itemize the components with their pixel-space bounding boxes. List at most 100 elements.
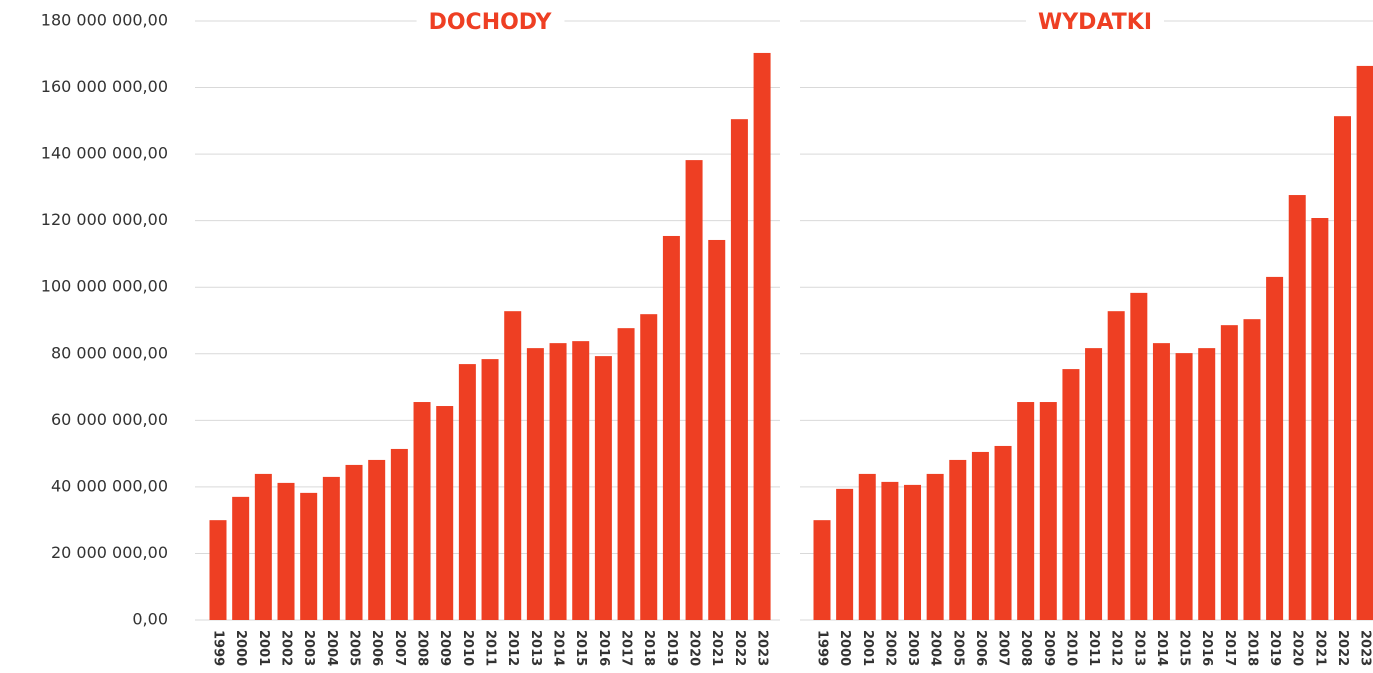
bar [345, 464, 363, 620]
bar [1356, 65, 1373, 621]
bar [685, 160, 703, 620]
bar [1333, 116, 1351, 621]
x-tick-label: 2004 [928, 630, 943, 666]
x-tick-label: 2006 [369, 630, 384, 666]
x-tick-label: 2021 [1312, 630, 1327, 666]
x-tick-label: 2005 [950, 630, 965, 666]
bar [813, 520, 831, 620]
x-tick-label: 2014 [551, 630, 566, 666]
bar [1311, 218, 1329, 620]
bar [617, 328, 635, 620]
bar [881, 481, 899, 620]
x-tick-label: 2012 [1109, 630, 1124, 666]
x-tick-label: 2002 [279, 630, 294, 666]
x-tick-label: 2020 [1290, 630, 1305, 666]
x-tick-label: 2010 [460, 630, 475, 666]
bar [368, 459, 386, 620]
bar [1175, 353, 1193, 620]
x-tick-label: 2012 [505, 630, 520, 666]
bar [1107, 311, 1125, 620]
x-tick-label: 2019 [1267, 630, 1282, 666]
x-tick-label: 2018 [641, 630, 656, 666]
x-tick-label: 2020 [687, 630, 702, 666]
bar [300, 492, 318, 620]
bar [1288, 195, 1306, 620]
bar [1039, 402, 1057, 620]
x-tick-label: 2001 [860, 630, 875, 666]
x-tick-label: 2014 [1154, 630, 1169, 666]
bar [594, 356, 612, 620]
bar [436, 406, 454, 620]
bar [232, 496, 250, 620]
bar [1085, 348, 1103, 620]
bar [1198, 348, 1216, 620]
bar [572, 341, 590, 620]
y-tick-label: 60 000 000,00 [51, 410, 168, 429]
x-tick-label: 2003 [905, 630, 920, 666]
bar [1152, 343, 1170, 620]
x-tick-label: 2002 [882, 630, 897, 666]
x-tick-label: 2005 [347, 630, 362, 666]
x-tick-label: 2015 [573, 630, 588, 666]
bar [209, 520, 227, 620]
bar [662, 235, 680, 621]
bar [1130, 292, 1148, 620]
x-tick-label: 2018 [1244, 630, 1259, 666]
y-tick-label: 40 000 000,00 [51, 476, 168, 495]
chart-title: WYDATKI [1038, 10, 1152, 35]
bar [277, 482, 295, 620]
x-tick-label: 2006 [973, 630, 988, 666]
x-tick-label: 2003 [301, 630, 316, 666]
x-tick-label: 2017 [619, 630, 634, 666]
bar [858, 473, 876, 620]
x-tick-label: 2023 [1358, 630, 1373, 666]
bar [753, 52, 771, 621]
bar [322, 476, 340, 620]
x-tick-label: 2007 [392, 630, 407, 666]
x-tick-label: 2000 [837, 630, 852, 666]
x-tick-label: 2007 [996, 630, 1011, 666]
y-tick-label: 140 000 000,00 [41, 144, 168, 163]
x-tick-label: 2009 [1041, 630, 1056, 666]
x-tick-label: 2011 [483, 630, 498, 666]
bar [904, 484, 922, 620]
bar [413, 402, 431, 620]
bar [526, 348, 544, 620]
x-tick-label: 2011 [1086, 630, 1101, 666]
bar [1220, 325, 1238, 620]
chart-title: DOCHODY [429, 10, 553, 35]
bar [971, 451, 989, 620]
bar [549, 343, 567, 620]
x-tick-label: 2022 [1335, 630, 1350, 666]
bar [640, 314, 658, 620]
bar [458, 364, 476, 620]
x-tick-label: 2017 [1222, 630, 1237, 666]
x-tick-label: 1999 [211, 630, 226, 666]
bar [994, 445, 1012, 620]
y-tick-label: 20 000 000,00 [51, 543, 168, 562]
x-tick-label: 2019 [664, 630, 679, 666]
x-tick-label: 2009 [437, 630, 452, 666]
bar [1243, 319, 1261, 620]
y-tick-label: 80 000 000,00 [51, 343, 168, 362]
bar [481, 359, 499, 620]
bar [254, 473, 272, 620]
bar [504, 311, 522, 620]
x-tick-label: 2016 [1199, 630, 1214, 666]
bar [390, 448, 408, 620]
x-tick-label: 2013 [528, 630, 543, 666]
x-tick-label: 2015 [1177, 630, 1192, 666]
x-tick-label: 2008 [415, 630, 430, 666]
x-tick-label: 2001 [256, 630, 271, 666]
bar [1017, 402, 1035, 620]
x-tick-label: 2010 [1063, 630, 1078, 666]
title-bg [416, 6, 565, 36]
y-tick-label: 120 000 000,00 [41, 210, 168, 229]
x-tick-label: 2022 [732, 630, 747, 666]
x-tick-label: 2008 [1018, 630, 1033, 666]
x-tick-label: 2023 [755, 630, 770, 666]
bar [1266, 276, 1284, 620]
bar [949, 459, 967, 620]
y-tick-label: 0,00 [132, 610, 168, 629]
